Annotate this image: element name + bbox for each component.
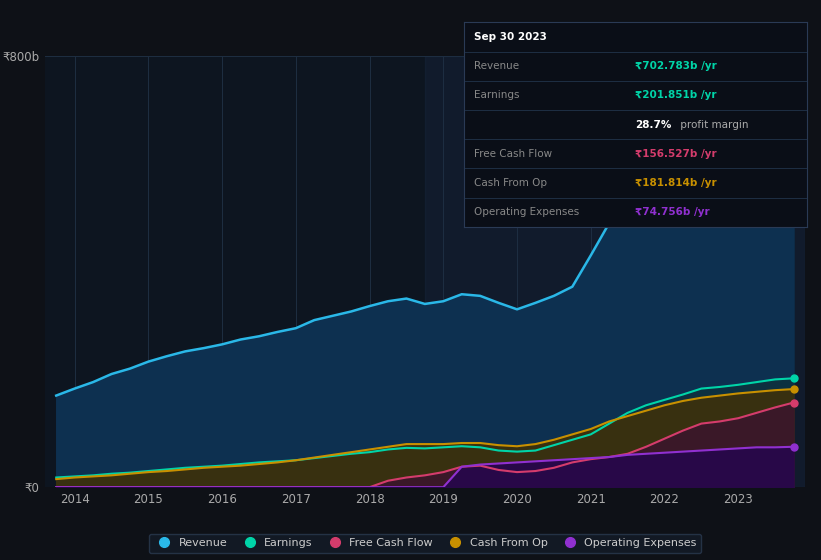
Text: profit margin: profit margin <box>677 120 748 129</box>
Text: ₹702.783b /yr: ₹702.783b /yr <box>635 61 718 71</box>
Text: Sep 30 2023: Sep 30 2023 <box>475 32 547 42</box>
Text: ₹201.851b /yr: ₹201.851b /yr <box>635 90 717 100</box>
Bar <box>425 56 805 487</box>
Text: 28.7%: 28.7% <box>635 120 672 129</box>
Text: Operating Expenses: Operating Expenses <box>475 207 580 217</box>
Legend: Revenue, Earnings, Free Cash Flow, Cash From Op, Operating Expenses: Revenue, Earnings, Free Cash Flow, Cash … <box>149 534 701 553</box>
Text: Earnings: Earnings <box>475 90 520 100</box>
Text: ₹74.756b /yr: ₹74.756b /yr <box>635 207 710 217</box>
Text: Cash From Op: Cash From Op <box>475 178 547 188</box>
Text: ₹156.527b /yr: ₹156.527b /yr <box>635 149 717 159</box>
Text: ₹181.814b /yr: ₹181.814b /yr <box>635 178 717 188</box>
Text: Free Cash Flow: Free Cash Flow <box>475 149 553 159</box>
Text: Revenue: Revenue <box>475 61 520 71</box>
